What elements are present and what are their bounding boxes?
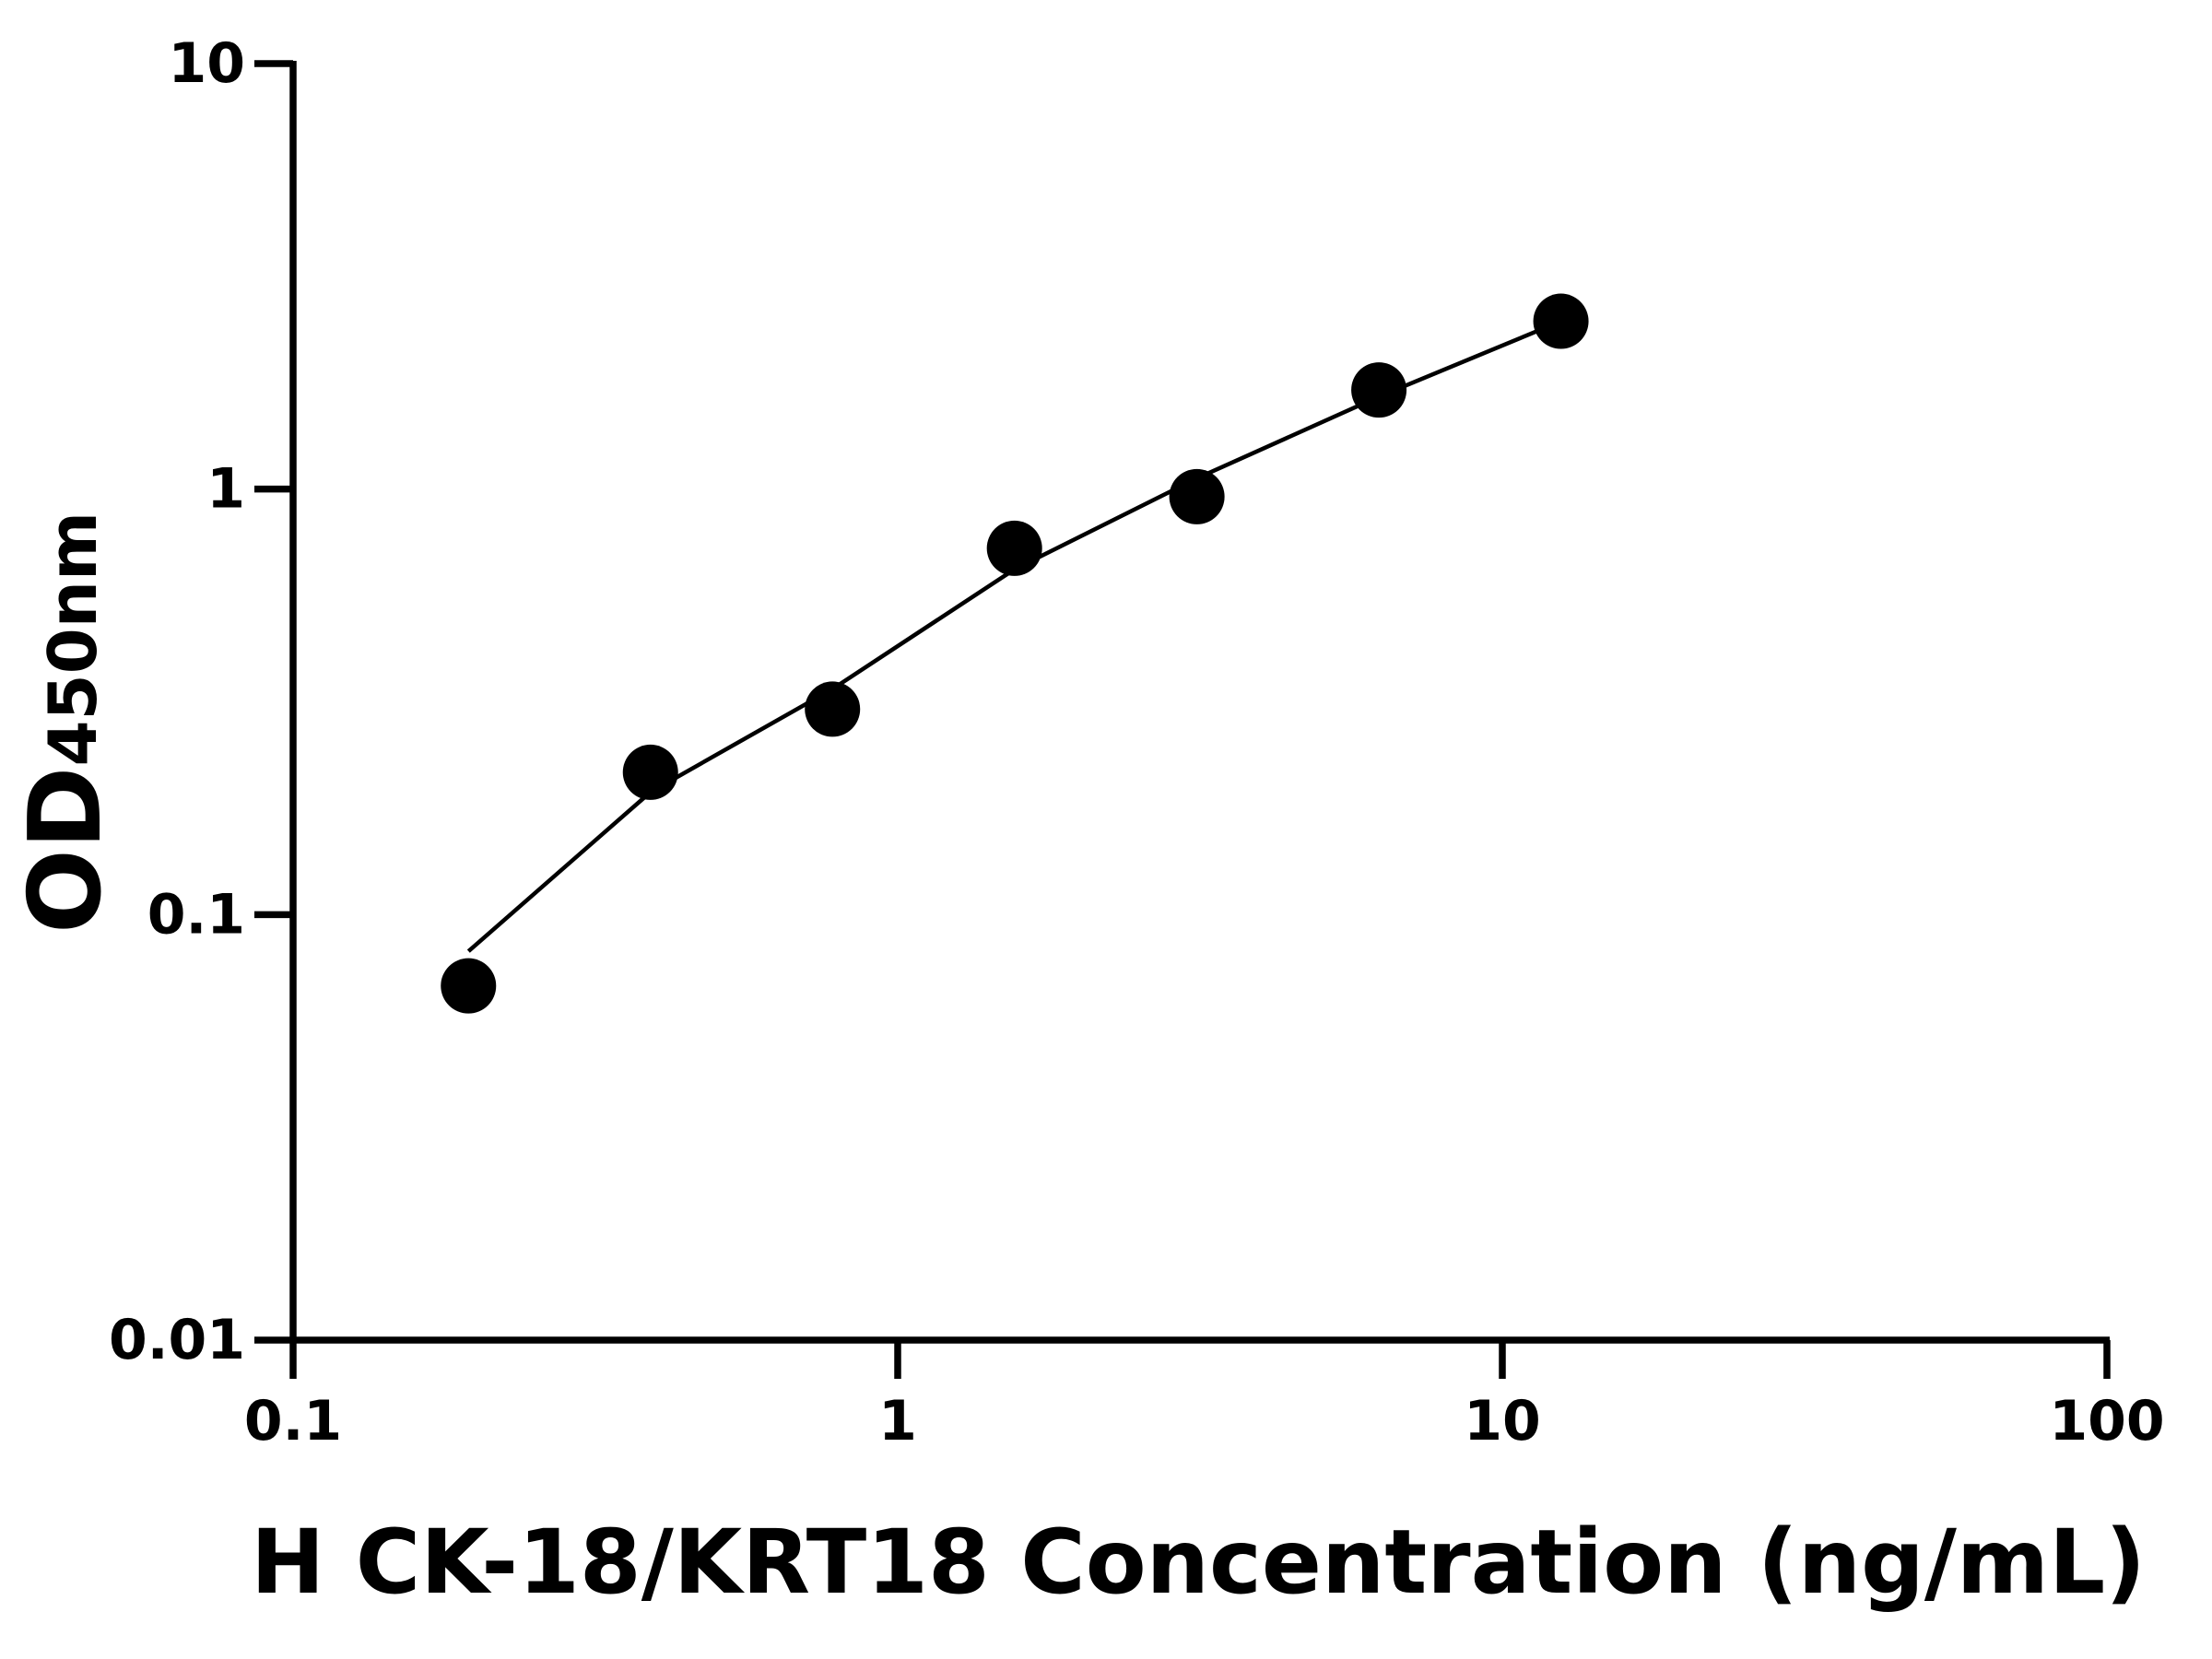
data-point — [986, 520, 1042, 576]
y-tick-label: 0.1 — [147, 882, 245, 947]
y-tick-label: 10 — [169, 31, 246, 96]
x-tick-label: 100 — [2049, 1389, 2164, 1453]
y-axis-title-main: OD — [8, 767, 124, 934]
data-point — [805, 681, 861, 737]
data-point — [441, 958, 497, 1014]
data-point — [1351, 362, 1407, 418]
data-point — [1533, 293, 1589, 349]
y-axis-title-sub: 450nm — [34, 512, 112, 767]
x-tick-label: 10 — [1464, 1389, 1541, 1453]
y-tick-label: 0.01 — [109, 1308, 245, 1372]
y-axis-title: OD450nm — [8, 512, 124, 934]
x-axis-title: H CK-18/KRT18 Concentration (ng/mL) — [251, 1511, 2146, 1614]
y-tick-label: 1 — [206, 457, 245, 522]
data-point — [622, 744, 678, 800]
x-tick-label: 0.1 — [244, 1389, 342, 1453]
fit-curve — [466, 319, 1562, 953]
x-tick-label: 1 — [878, 1389, 917, 1453]
data-point — [1169, 468, 1225, 524]
